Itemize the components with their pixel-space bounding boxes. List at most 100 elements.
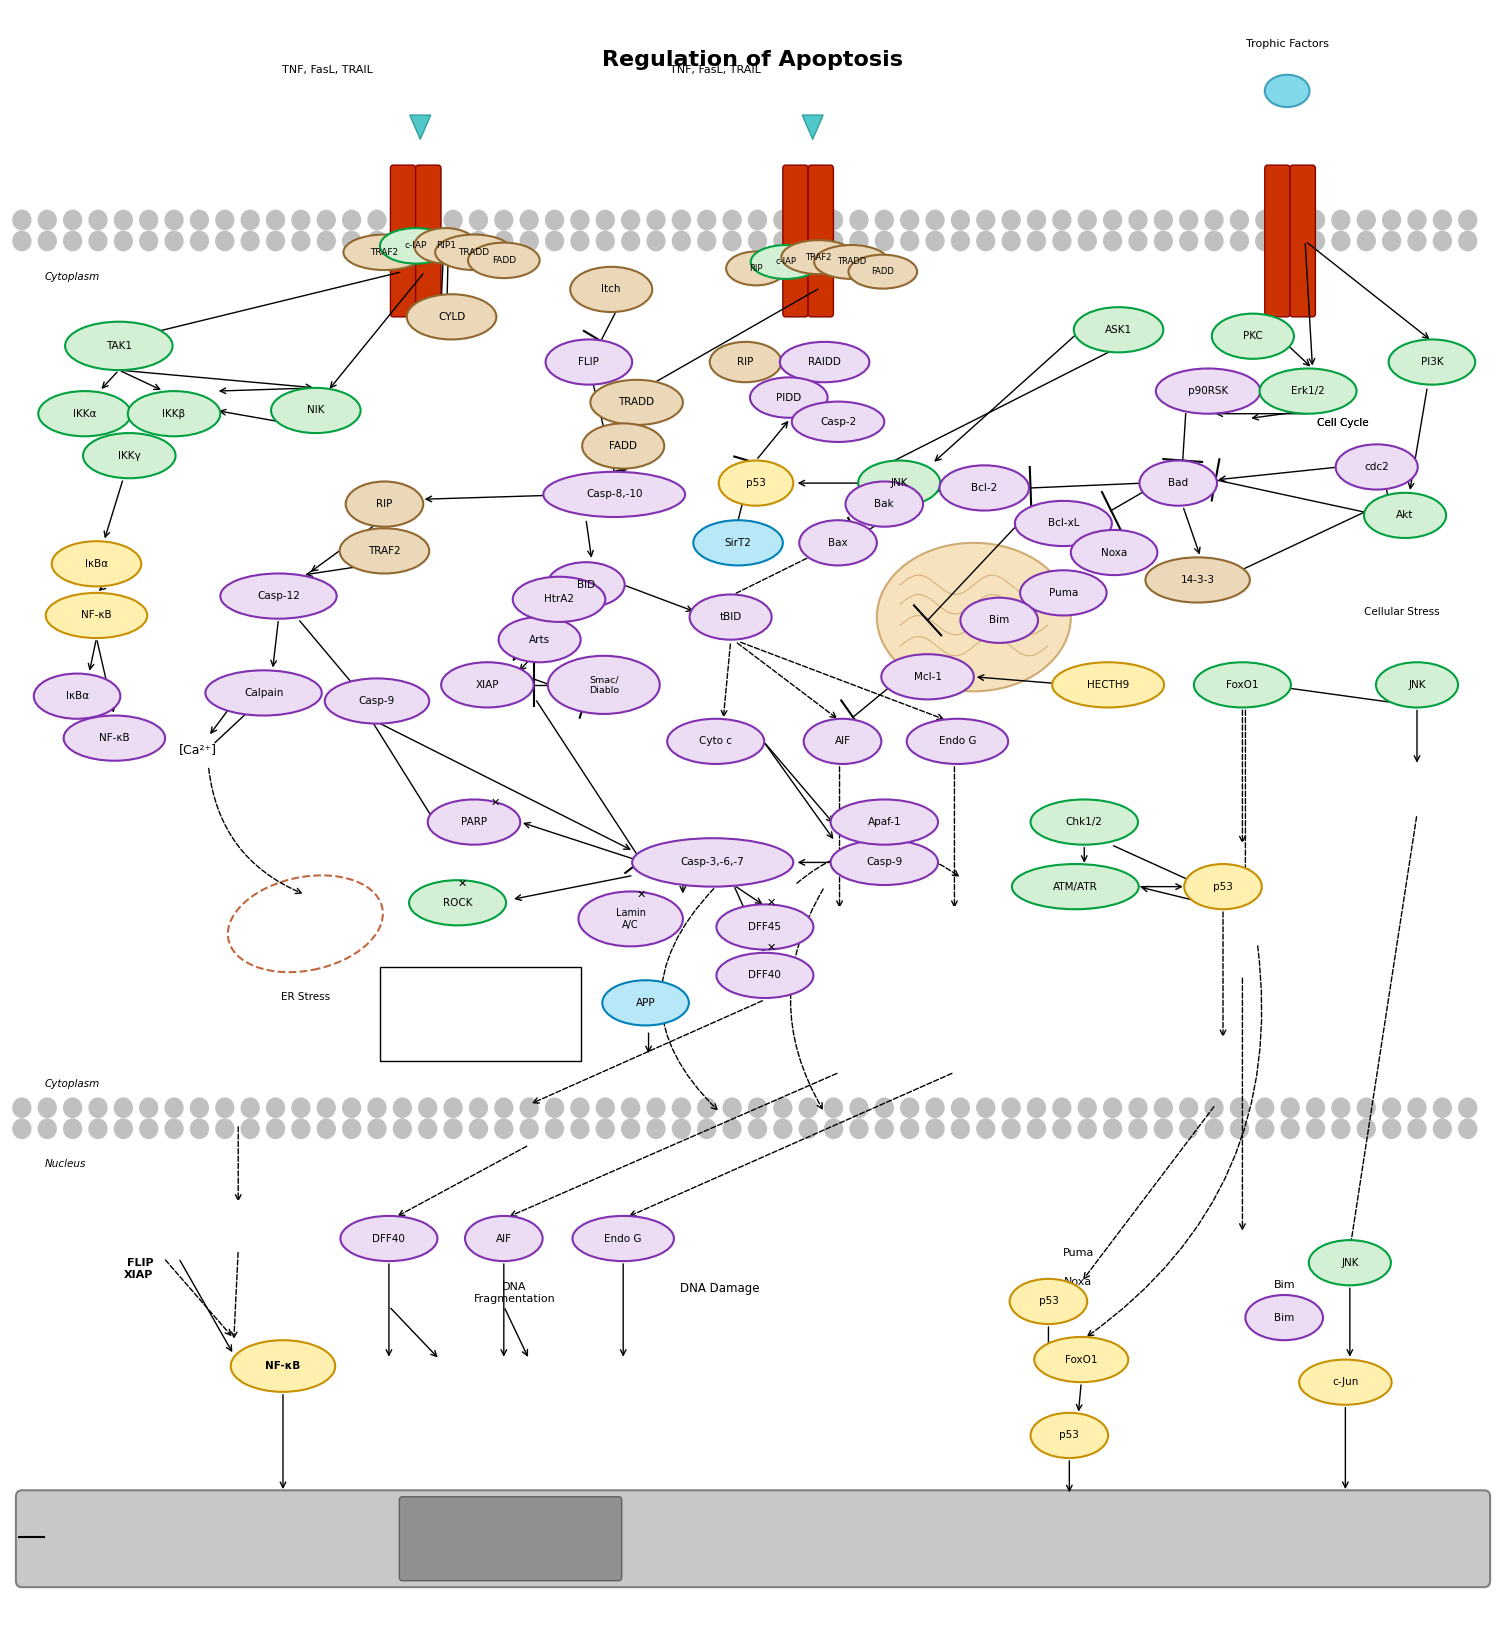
Text: FoxO1: FoxO1 bbox=[1226, 681, 1259, 690]
Text: Noxa: Noxa bbox=[1065, 1276, 1092, 1288]
Circle shape bbox=[825, 231, 842, 251]
Circle shape bbox=[1027, 231, 1045, 251]
Circle shape bbox=[1459, 1118, 1477, 1138]
Circle shape bbox=[875, 1097, 893, 1117]
Circle shape bbox=[1027, 1097, 1045, 1117]
Text: c-Jun: c-Jun bbox=[1333, 1377, 1358, 1387]
Ellipse shape bbox=[1053, 663, 1164, 708]
Text: Cell Cycle: Cell Cycle bbox=[1316, 418, 1367, 428]
Ellipse shape bbox=[1146, 557, 1250, 602]
Text: AIF: AIF bbox=[834, 736, 851, 746]
Circle shape bbox=[1331, 1118, 1349, 1138]
Circle shape bbox=[520, 1118, 538, 1138]
Ellipse shape bbox=[578, 892, 682, 946]
Text: ATM/ATR: ATM/ATR bbox=[1053, 882, 1098, 892]
Circle shape bbox=[1104, 1097, 1122, 1117]
Circle shape bbox=[849, 210, 867, 230]
Text: Endo G: Endo G bbox=[938, 736, 976, 746]
Circle shape bbox=[1104, 1118, 1122, 1138]
Circle shape bbox=[1331, 210, 1349, 230]
Circle shape bbox=[1256, 1118, 1274, 1138]
Text: TRAF2: TRAF2 bbox=[367, 545, 401, 555]
Circle shape bbox=[292, 210, 310, 230]
Circle shape bbox=[14, 1097, 30, 1117]
Circle shape bbox=[1230, 1118, 1248, 1138]
Circle shape bbox=[1282, 231, 1300, 251]
Circle shape bbox=[495, 1097, 512, 1117]
Circle shape bbox=[672, 210, 690, 230]
Ellipse shape bbox=[831, 840, 938, 886]
Circle shape bbox=[1001, 1097, 1020, 1117]
Circle shape bbox=[444, 1097, 462, 1117]
Ellipse shape bbox=[63, 716, 166, 760]
Ellipse shape bbox=[1009, 1280, 1087, 1324]
Circle shape bbox=[596, 231, 614, 251]
Ellipse shape bbox=[1015, 501, 1111, 545]
FancyBboxPatch shape bbox=[17, 1490, 1489, 1587]
Circle shape bbox=[367, 210, 386, 230]
Circle shape bbox=[1027, 210, 1045, 230]
Circle shape bbox=[1230, 231, 1248, 251]
Text: JNK: JNK bbox=[1408, 681, 1426, 690]
Text: Bim: Bim bbox=[1274, 1312, 1294, 1322]
Polygon shape bbox=[803, 116, 824, 140]
Circle shape bbox=[545, 210, 563, 230]
Text: Bim: Bim bbox=[989, 615, 1009, 625]
Circle shape bbox=[292, 1097, 310, 1117]
Text: Chk1/2: Chk1/2 bbox=[1066, 817, 1102, 827]
Circle shape bbox=[849, 1118, 867, 1138]
Text: ASK1: ASK1 bbox=[1105, 324, 1133, 335]
Circle shape bbox=[215, 231, 233, 251]
Text: Lamin
A/C: Lamin A/C bbox=[616, 908, 646, 930]
Text: Endo G: Endo G bbox=[604, 1234, 642, 1244]
Text: Bad: Bad bbox=[1169, 479, 1188, 488]
Text: Casp-8,-10: Casp-8,-10 bbox=[586, 490, 643, 500]
Circle shape bbox=[1459, 231, 1477, 251]
Circle shape bbox=[800, 1118, 818, 1138]
Circle shape bbox=[1331, 1097, 1349, 1117]
Circle shape bbox=[723, 1097, 741, 1117]
Circle shape bbox=[140, 210, 158, 230]
Circle shape bbox=[800, 210, 818, 230]
Circle shape bbox=[774, 231, 792, 251]
Ellipse shape bbox=[410, 881, 506, 925]
Text: Puma: Puma bbox=[1063, 1249, 1093, 1258]
Ellipse shape bbox=[45, 593, 148, 638]
Ellipse shape bbox=[205, 671, 322, 716]
Circle shape bbox=[622, 210, 640, 230]
Circle shape bbox=[1357, 1118, 1375, 1138]
Circle shape bbox=[1104, 231, 1122, 251]
Text: Cyto c: Cyto c bbox=[699, 736, 732, 746]
Circle shape bbox=[849, 1097, 867, 1117]
Circle shape bbox=[1130, 1118, 1148, 1138]
Text: Apaf-1: Apaf-1 bbox=[867, 817, 901, 827]
Circle shape bbox=[318, 1097, 336, 1117]
Circle shape bbox=[596, 1097, 614, 1117]
Circle shape bbox=[748, 1097, 767, 1117]
Ellipse shape bbox=[876, 542, 1071, 692]
Text: PKC: PKC bbox=[1242, 330, 1262, 342]
Ellipse shape bbox=[1012, 864, 1139, 908]
Circle shape bbox=[1459, 210, 1477, 230]
Circle shape bbox=[1155, 231, 1172, 251]
Circle shape bbox=[63, 210, 81, 230]
Circle shape bbox=[1282, 1097, 1300, 1117]
Circle shape bbox=[393, 231, 411, 251]
Circle shape bbox=[1230, 210, 1248, 230]
Circle shape bbox=[648, 1097, 666, 1117]
Text: Cell Cycle: Cell Cycle bbox=[1316, 418, 1367, 428]
Circle shape bbox=[1434, 1097, 1452, 1117]
Text: Trophic Factors: Trophic Factors bbox=[1245, 39, 1328, 49]
Circle shape bbox=[875, 231, 893, 251]
Circle shape bbox=[1357, 210, 1375, 230]
Circle shape bbox=[89, 231, 107, 251]
Text: FADD: FADD bbox=[610, 441, 637, 451]
Text: CYLD: CYLD bbox=[438, 313, 465, 322]
Text: ROCK: ROCK bbox=[443, 897, 473, 908]
Text: Casp-3,-6,-7: Casp-3,-6,-7 bbox=[681, 858, 744, 868]
Circle shape bbox=[1357, 1097, 1375, 1117]
Circle shape bbox=[190, 1097, 208, 1117]
Circle shape bbox=[672, 1097, 690, 1117]
Text: BID: BID bbox=[577, 580, 595, 589]
Circle shape bbox=[1434, 210, 1452, 230]
